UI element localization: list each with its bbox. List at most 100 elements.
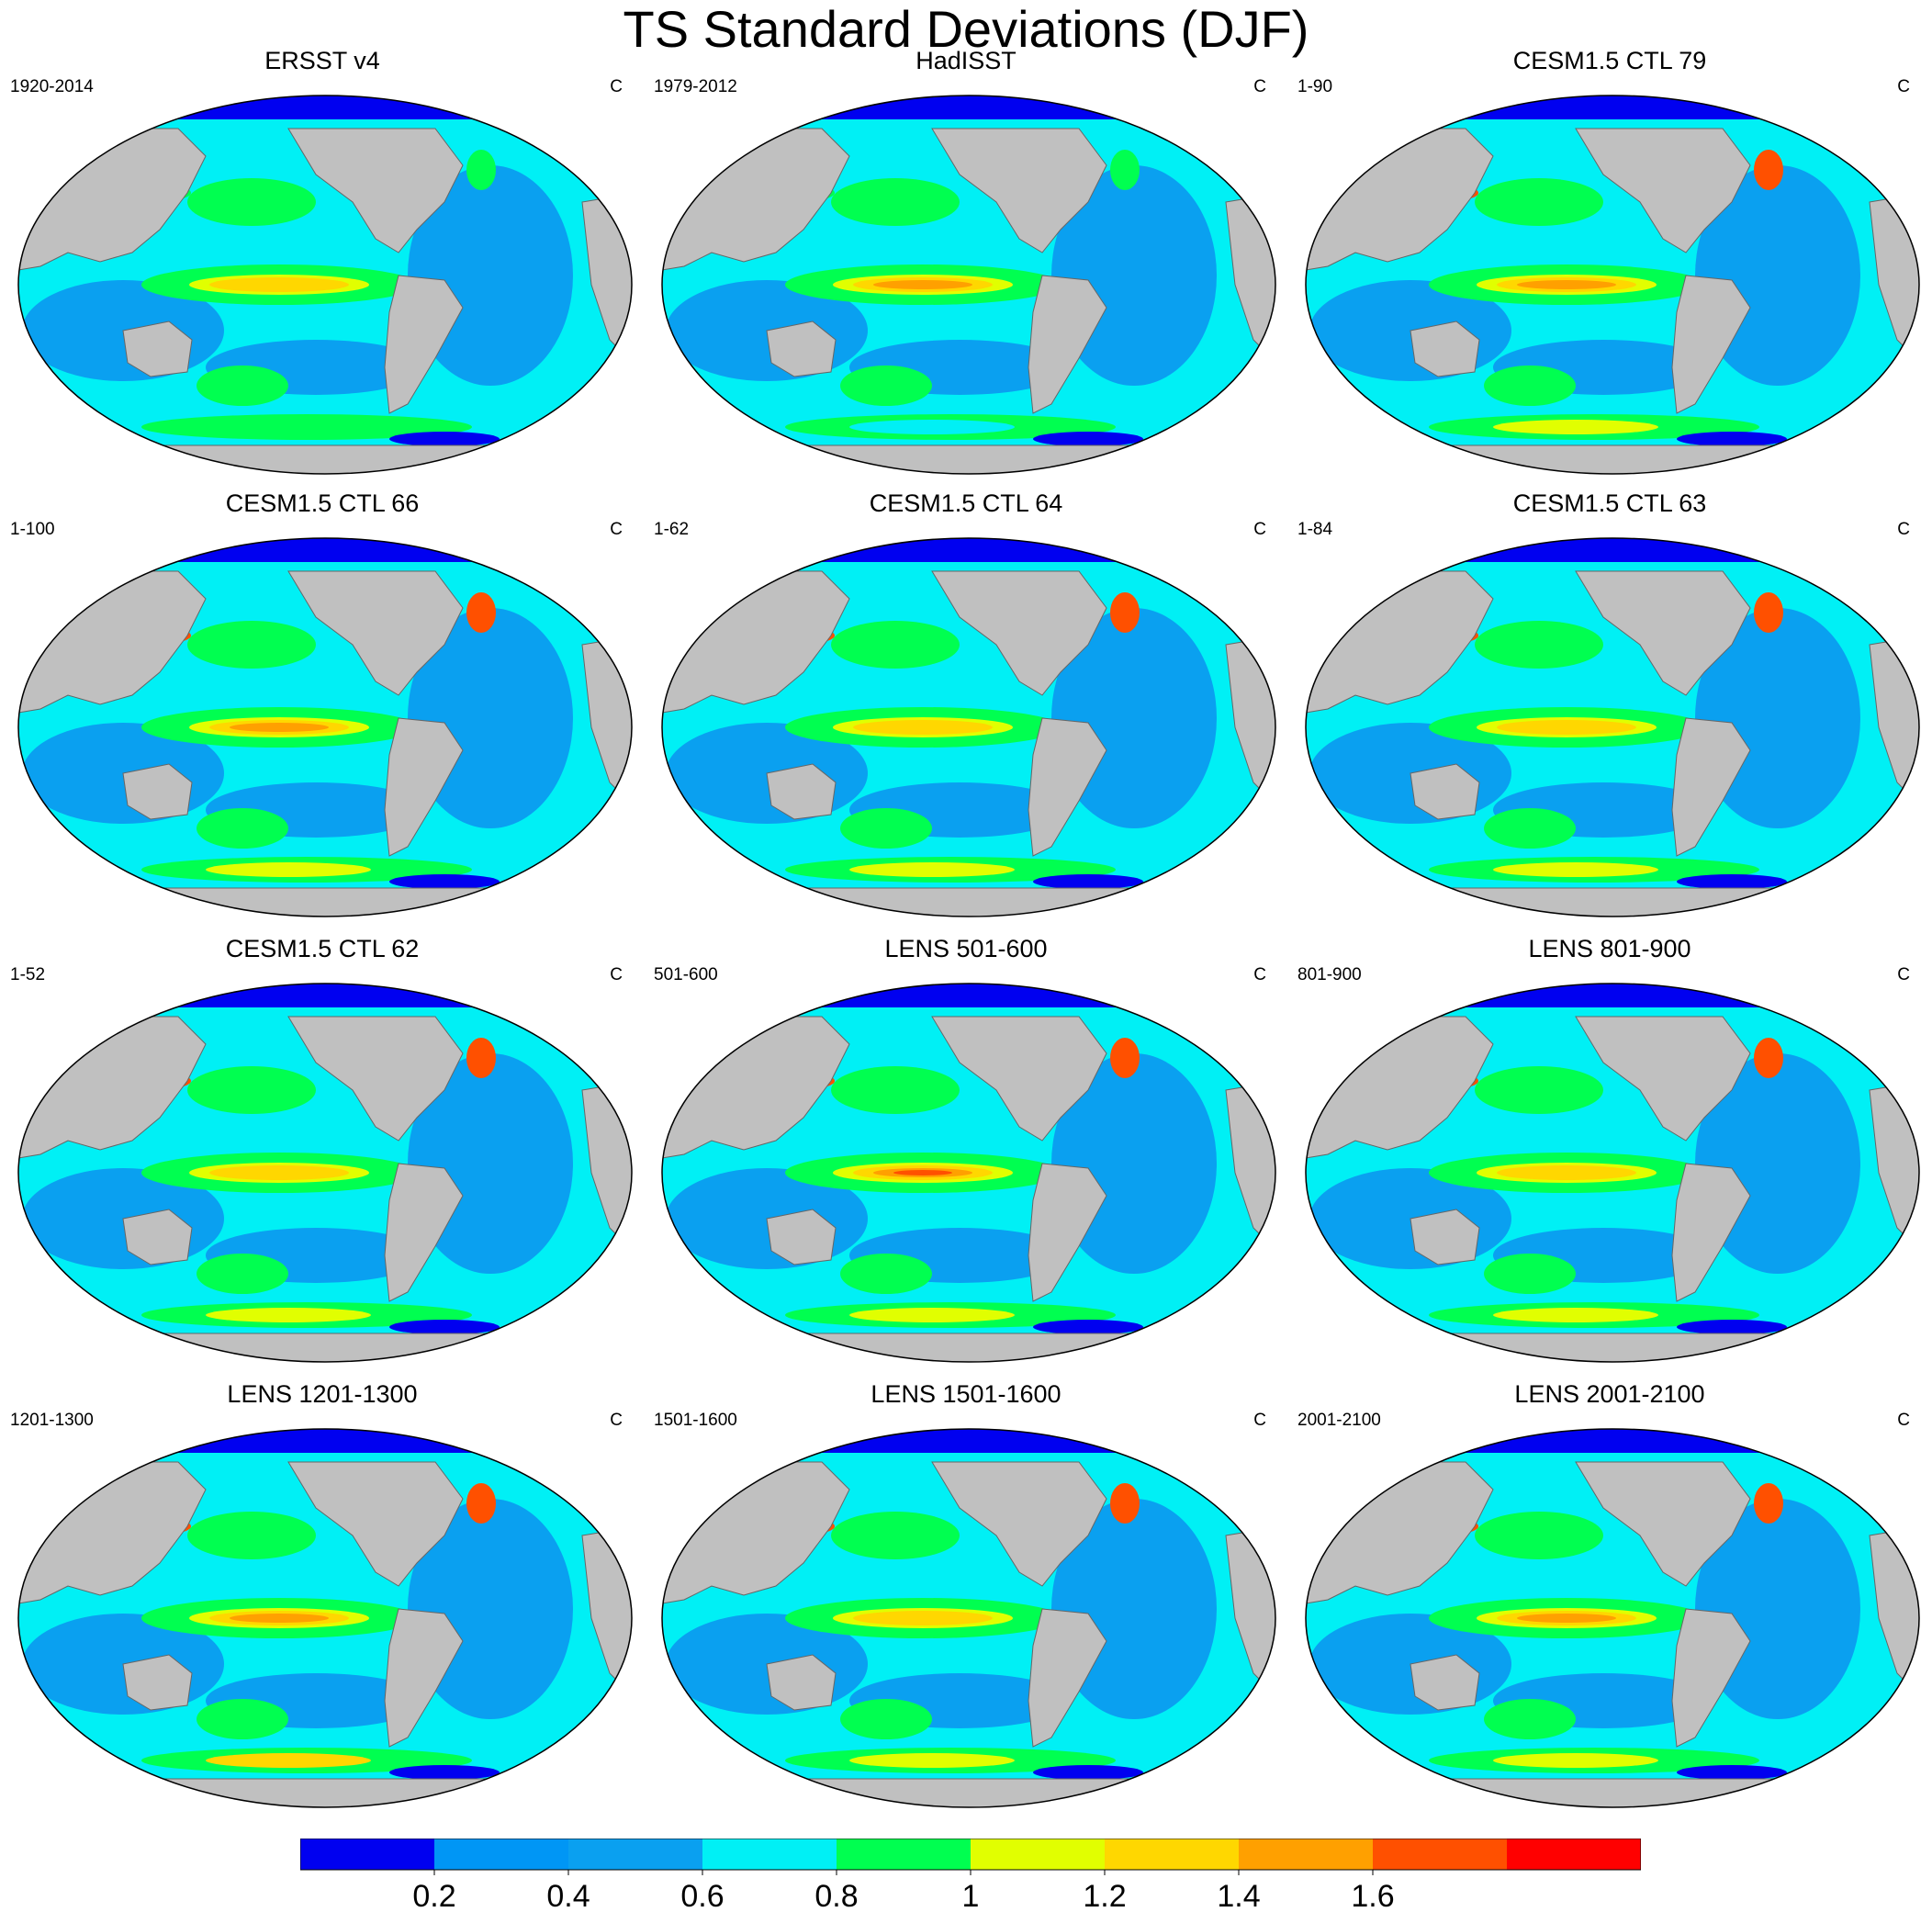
colorbar-label: 0.8 [814,1879,858,1912]
southern-ocean-max [206,862,371,877]
antarctic-low [1677,874,1787,889]
map-panel: LENS 501-600 501-600 C [644,934,1288,1366]
colorbar-label: 1 [962,1879,980,1912]
land-north-america [931,1016,1107,1142]
panel-title: CESM1.5 CTL 79 [1512,47,1707,74]
enso-band [1497,1165,1636,1180]
colorbar: 0.2 0.4 0.6 0.8 1 1.2 1.4 1.6 [300,1839,1641,1912]
map-panel: CESM1.5 CTL 62 1-52 C [0,934,645,1366]
southern-ocean-max [1493,862,1658,877]
north-pacific-field [831,178,960,226]
panel-units: C [610,520,623,539]
world-map [17,983,633,1363]
map-border [1305,1428,1920,1808]
panel-units: C [610,965,623,984]
enso-band [893,1170,952,1175]
land-australia [122,763,193,820]
world-map [17,537,633,917]
world-map [17,95,633,475]
land-south-america [1671,1608,1751,1748]
land-antarctica [1306,1333,1919,1362]
southern-ocean-max [849,862,1015,877]
enso-band [209,1165,349,1180]
colorbar-label: 0.6 [680,1879,724,1912]
panel-title: LENS 1201-1300 [227,1380,418,1408]
panel-title: ERSST v4 [264,47,380,74]
antarctic-low [1033,1765,1143,1780]
land-australia [122,1654,193,1711]
map-panel: LENS 801-900 801-900 C [1287,934,1932,1366]
map-field [662,984,1275,1362]
colorbar-swatch [1105,1839,1239,1870]
map-border [661,95,1276,475]
world-map [661,1428,1276,1808]
land-north-america [1575,128,1751,253]
panel-title: LENS 2001-2100 [1514,1380,1705,1408]
map-panel: ERSST v4 1920-2014 C [0,46,645,478]
land-antarctica [662,444,1275,474]
panel-period: 1979-2012 [654,77,737,96]
panel-title: LENS 801-900 [1528,935,1691,962]
panel-period: 1501-1600 [654,1411,737,1430]
south-pacific-high [840,366,932,406]
map-border [661,1428,1276,1808]
enso-band [230,723,329,732]
panel-period: 1-100 [10,520,55,539]
map-field [1306,96,1919,474]
land-australia [766,321,837,377]
panel-period: 801-900 [1297,965,1362,984]
panel-units: C [1897,1411,1910,1430]
colorbar-label: 1.2 [1083,1879,1126,1912]
world-map [1305,537,1920,917]
map-field [662,96,1275,474]
enso-band [1517,1614,1616,1623]
panel-units: C [1253,520,1266,539]
panel-title: HadISST [915,47,1017,74]
land-australia [1410,1654,1480,1711]
colorbar-swatch [971,1839,1105,1870]
map-border [17,95,633,475]
enso-band [1517,280,1616,289]
panel-period: 1201-1300 [10,1411,94,1430]
figure-title: TS Standard Deviations (DJF) [623,0,1309,58]
antarctic-low [389,432,500,446]
panel-units: C [610,77,623,96]
map-field [18,984,632,1362]
panel-title: CESM1.5 CTL 66 [225,489,420,517]
land-antarctica [18,444,632,474]
panel-units: C [1253,1411,1266,1430]
land-north-america [1575,570,1751,696]
land-north-america [287,570,464,696]
colorbar-label: 1.6 [1351,1879,1394,1912]
gulf-stream-hotspot [466,592,496,633]
enso-band [853,1611,993,1625]
gulf-stream-hotspot [1754,592,1783,633]
colorbar-label: 0.2 [412,1879,455,1912]
land-south-america [384,1163,464,1302]
panel-title: CESM1.5 CTL 63 [1512,489,1707,517]
map-panel: CESM1.5 CTL 79 1-90 C [1287,46,1932,478]
south-pacific-high [197,1254,288,1294]
land-australia [122,1209,193,1265]
north-pacific-field [831,1512,960,1559]
panel-units: C [1897,965,1910,984]
antarctic-low [1677,1765,1787,1780]
map-field [18,538,632,917]
world-map [661,537,1276,917]
map-panel: CESM1.5 CTL 64 1-62 C [644,489,1288,920]
land-australia [766,1654,837,1711]
south-pacific-high [840,1699,932,1739]
southern-ocean-max [1493,420,1658,434]
gulf-stream-hotspot [1754,1038,1783,1078]
antarctic-low [1677,432,1787,446]
antarctic-low [389,1765,500,1780]
land-antarctica [662,887,1275,917]
land-australia [1410,321,1480,377]
north-pacific-field [1475,1512,1603,1559]
world-map [661,95,1276,475]
north-pacific-field [187,1066,316,1114]
map-field [18,1429,632,1807]
antarctic-low [389,874,500,889]
gulf-stream-hotspot [1754,150,1783,190]
panel-title: CESM1.5 CTL 62 [225,935,420,962]
